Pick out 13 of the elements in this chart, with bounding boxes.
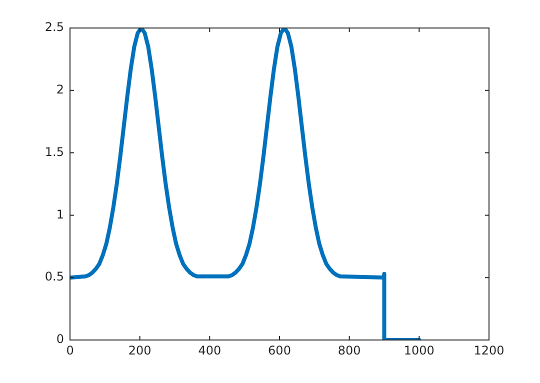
- x-tick-label: 600: [268, 343, 291, 358]
- y-tick-label: 0.5: [44, 270, 64, 284]
- y-tick-label: 1.5: [44, 144, 64, 159]
- x-tick-label: 200: [128, 343, 152, 358]
- x-tick-label: 0: [66, 343, 74, 358]
- x-tick-label: 1200: [474, 343, 504, 358]
- y-tick-label: 2: [56, 82, 64, 97]
- x-tick-label: 1000: [404, 343, 434, 358]
- y-tick-label: 0: [56, 332, 64, 346]
- x-tick-label: 400: [198, 343, 222, 358]
- x-tick-label: 800: [338, 343, 361, 358]
- y-tick-label: 2.5: [44, 20, 64, 34]
- y-tick-label: 1: [56, 207, 64, 222]
